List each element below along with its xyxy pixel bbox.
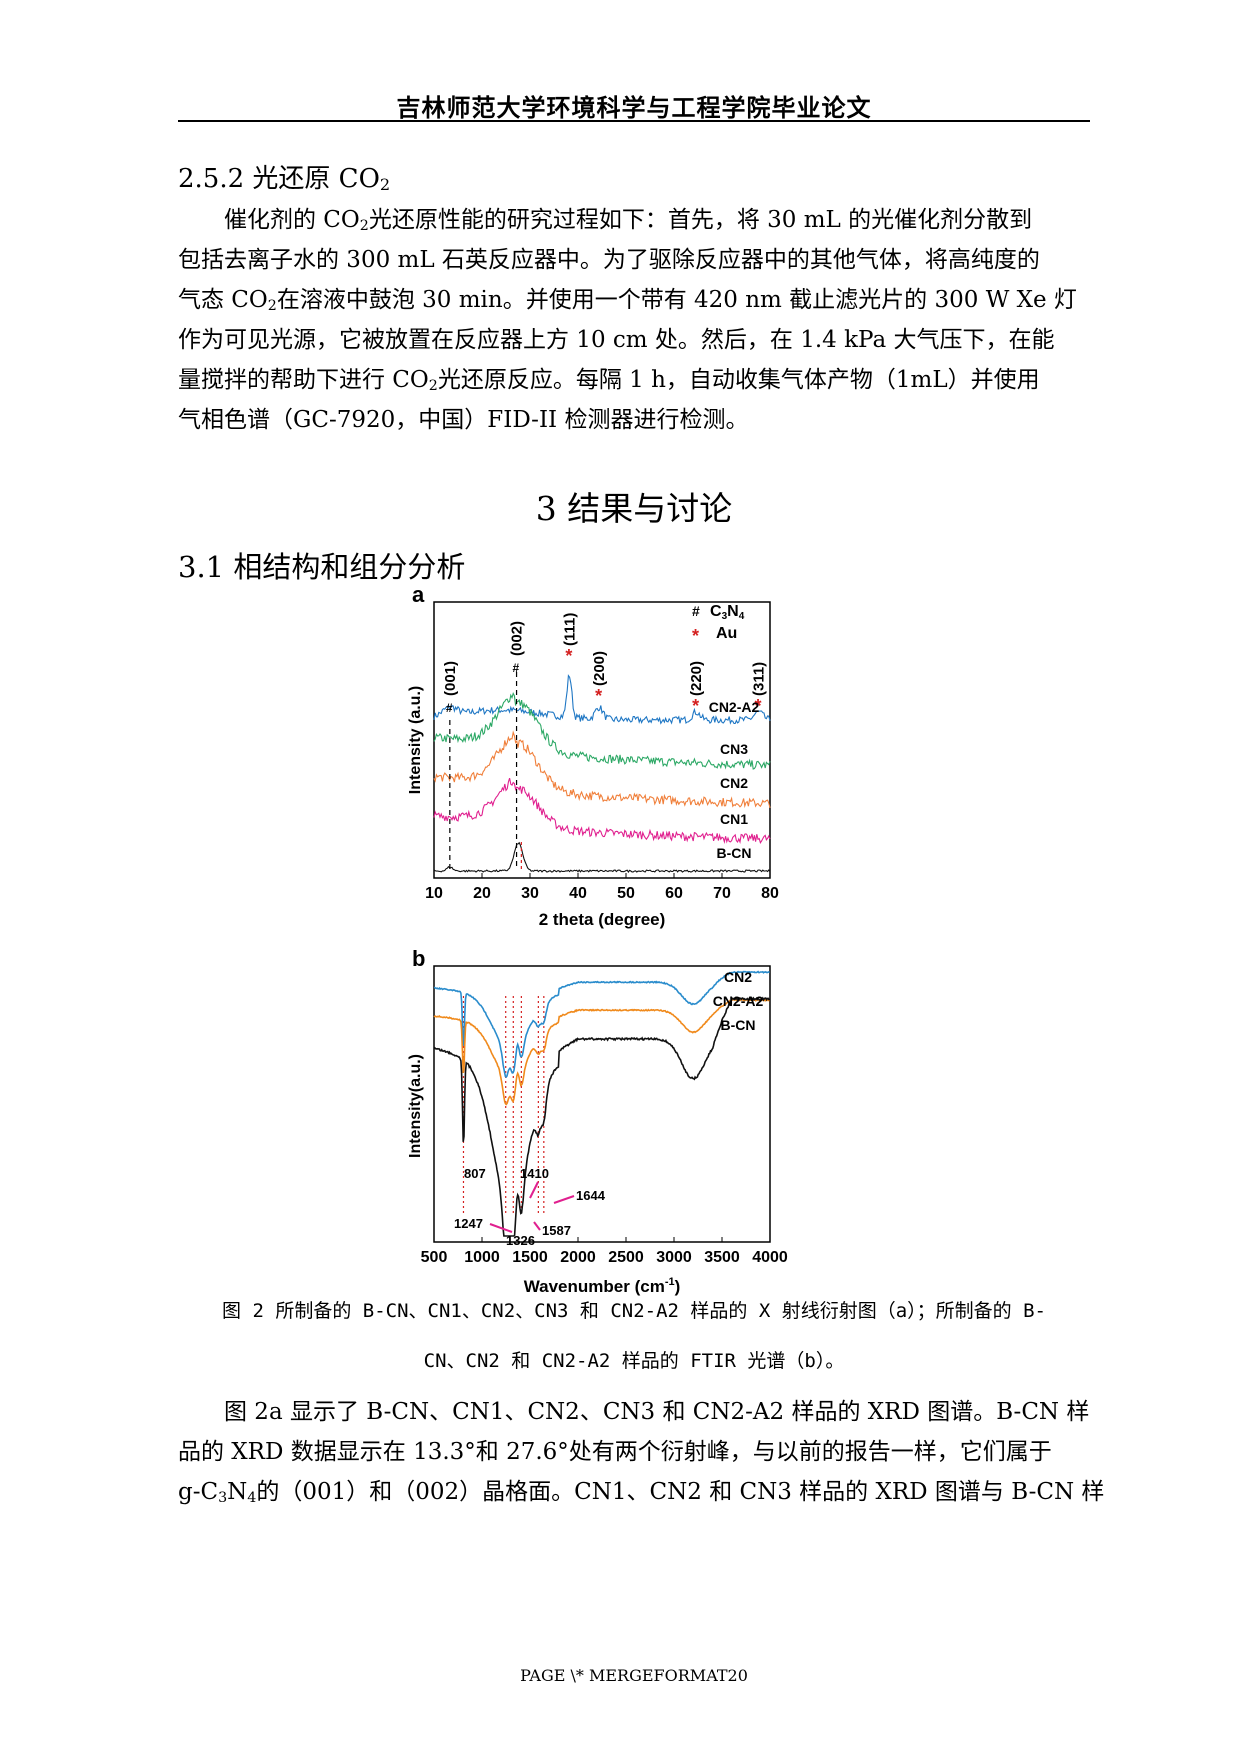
page-footer: PAGE \* MERGEFORMAT20 bbox=[520, 1666, 748, 1685]
xrd-tick-label: 50 bbox=[617, 885, 635, 902]
xrd-series-label: CN1 bbox=[720, 811, 748, 827]
paragraph-line: 催化剂的 CO2光还原性能的研究过程如下：首先，将 30 mL 的光催化剂分散到 bbox=[178, 207, 1033, 234]
peak-marker: * bbox=[595, 686, 602, 706]
section-heading-2-5-2: 2.5.2 光还原 CO2 bbox=[178, 164, 391, 195]
xrd-series-labels: CN2-A2 CN3 CN2 CN1 B-CN bbox=[709, 699, 760, 861]
ftir-y-axis-label: Intensity(a.u.) bbox=[407, 1054, 424, 1158]
paragraph-line: 图 2a 显示了 B-CN、CN1、CN2、CN3 和 CN2-A2 样品的 X… bbox=[178, 1399, 1090, 1425]
ftir-series-lines bbox=[433, 970, 771, 1237]
page-header: 吉林师范大学环境科学与工程学院毕业论文 bbox=[396, 94, 872, 122]
peak-marker: * bbox=[692, 696, 699, 716]
xrd-plot-frame bbox=[433, 601, 771, 879]
peak-marker: # bbox=[513, 661, 520, 675]
ftir-tick-label: 2500 bbox=[608, 1249, 644, 1266]
xrd-series-label: CN2 bbox=[720, 775, 748, 791]
ftir-plot-frame bbox=[433, 965, 771, 1243]
section-heading-3-1: 3.1 相结构和组分分析 bbox=[178, 550, 466, 584]
paragraph-line: 作为可见光源，它被放置在反应器上方 10 cm 处。然后，在 1.4 kPa 大… bbox=[178, 327, 1055, 353]
xrd-tick-label: 40 bbox=[569, 885, 587, 902]
ftir-peak-label: 1644 bbox=[576, 1188, 606, 1203]
ftir-peak-label: 1410 bbox=[520, 1166, 549, 1181]
xrd-tick-label: 30 bbox=[521, 885, 539, 902]
xrd-series-label: CN2-A2 bbox=[709, 699, 760, 715]
figure-xrd-ftir: a 10 20 30 40 50 60 70 80 Intensity (a.u.) 2 th… bbox=[407, 582, 788, 1296]
xrd-panel: a 10 20 30 40 50 60 70 80 Intensity (a.u.) 2 th… bbox=[407, 582, 779, 929]
xrd-peak-label: (111) bbox=[561, 613, 578, 646]
ftir-tick-label: 4000 bbox=[752, 1249, 788, 1266]
ftir-peak-label: 1326 bbox=[506, 1233, 535, 1248]
xrd-legend: # C3N4 * Au bbox=[692, 603, 745, 646]
ftir-line-cn2 bbox=[433, 970, 771, 1079]
ftir-tick-label: 1500 bbox=[512, 1249, 548, 1266]
xrd-line-cn2 bbox=[433, 730, 771, 809]
ftir-arrow bbox=[553, 1195, 575, 1204]
panel-b-label: b bbox=[412, 946, 425, 971]
xrd-tick-label: 10 bbox=[425, 885, 443, 902]
ftir-tick-label: 500 bbox=[421, 1249, 448, 1266]
xrd-peak-label: (002) bbox=[509, 621, 526, 656]
header-rule bbox=[178, 120, 1090, 122]
paragraph-line: 气态 CO2在溶液中鼓泡 30 min。并使用一个带有 420 nm 截止滤光片… bbox=[178, 287, 1077, 314]
xrd-tick-label: 80 bbox=[761, 885, 779, 902]
ftir-series-label: CN2-A2 bbox=[713, 993, 764, 1009]
ftir-series-label: B-CN bbox=[721, 1017, 756, 1033]
xrd-tick-label: 20 bbox=[473, 885, 491, 902]
xrd-series-label: CN3 bbox=[720, 741, 748, 757]
ftir-x-ticks: 500 1000 1500 2000 2500 3000 3500 4000 bbox=[421, 1237, 788, 1266]
xrd-x-axis-label: 2 theta (degree) bbox=[539, 910, 666, 929]
ftir-arrow bbox=[489, 1223, 513, 1233]
xrd-peak-label: (200) bbox=[591, 651, 608, 686]
xrd-tick-label: 60 bbox=[665, 885, 683, 902]
legend-star-symbol: * bbox=[692, 626, 699, 646]
ftir-tick-label: 2000 bbox=[560, 1249, 596, 1266]
ftir-peak-label: 1247 bbox=[454, 1216, 483, 1231]
paragraph-line: 品的 XRD 数据显示在 13.3°和 27.6°处有两个衍射峰，与以前的报告一… bbox=[178, 1439, 1052, 1465]
ftir-series-label: CN2 bbox=[724, 969, 752, 985]
paragraph-line: 包括去离子水的 300 mL 石英反应器中。为了驱除反应器中的其他气体，将高纯度… bbox=[178, 247, 1040, 273]
panel-a-label: a bbox=[412, 582, 425, 607]
legend-au-label: Au bbox=[716, 625, 737, 642]
xrd-line-cn3 bbox=[433, 692, 771, 770]
ftir-tick-label: 3500 bbox=[704, 1249, 740, 1266]
peak-marker: # bbox=[446, 701, 453, 715]
peak-marker: * bbox=[754, 696, 761, 716]
legend-hash-symbol: # bbox=[692, 603, 700, 619]
ftir-x-axis-label: Wavenumber (cm-1) bbox=[524, 1276, 681, 1296]
peak-marker: * bbox=[565, 646, 572, 666]
xrd-series-label: B-CN bbox=[717, 845, 752, 861]
figure-caption-line2: CN、CN2 和 CN2-A2 样品的 FTIR 光谱（b）。 bbox=[423, 1350, 845, 1372]
ftir-line-cn2-a2 bbox=[433, 998, 770, 1106]
xrd-peak-label: (001) bbox=[442, 661, 459, 696]
xrd-x-ticks: 10 20 30 40 50 60 70 80 bbox=[425, 873, 779, 902]
paragraph-line: g-C3N4的（001）和（002）晶格面。CN1、CN2 和 CN3 样品的 … bbox=[178, 1479, 1105, 1506]
xrd-peak-label: (311) bbox=[750, 662, 767, 696]
paragraph-line: 气相色谱（GC-7920，中国）FID-II 检测器进行检测。 bbox=[178, 407, 749, 433]
ftir-series-labels: CN2 CN2-A2 B-CN bbox=[713, 969, 764, 1033]
chapter-heading: 3 结果与讨论 bbox=[535, 489, 733, 528]
ftir-line-b-cn bbox=[433, 996, 770, 1237]
ftir-peak-label: 807 bbox=[464, 1166, 486, 1181]
xrd-peak-labels: #(001) #(002) *(111)*(200)*(220)*(311) bbox=[442, 613, 768, 716]
ftir-peak-label: 1587 bbox=[542, 1223, 571, 1238]
legend-c3n4-label: C3N4 bbox=[710, 603, 745, 622]
xrd-line-cn1 bbox=[433, 777, 771, 845]
ftir-tick-label: 1000 bbox=[464, 1249, 500, 1266]
xrd-line-b-cn bbox=[433, 841, 771, 873]
ftir-arrow bbox=[533, 1221, 541, 1231]
xrd-y-axis-label: Intensity (a.u.) bbox=[407, 686, 424, 794]
xrd-series-lines bbox=[433, 674, 771, 873]
ftir-peak-labels: 807 1410 1644 1247 1326 1587 bbox=[454, 1166, 606, 1248]
xrd-reference-lines bbox=[449, 672, 522, 872]
xrd-line-cn2-a2 bbox=[433, 674, 771, 725]
figure-caption-line1: 图 2 所制备的 B-CN、CN1、CN2、CN3 和 CN2-A2 样品的 X… bbox=[222, 1300, 1046, 1322]
paragraph-line: 量搅拌的帮助下进行 CO2光还原反应。每隔 1 h，自动收集气体产物（1mL）并… bbox=[178, 367, 1040, 394]
ftir-panel: b 500 1000 1500 2000 2500 3000 3500 4000 Intens… bbox=[407, 946, 788, 1296]
ftir-arrow bbox=[529, 1181, 539, 1199]
ftir-tick-label: 3000 bbox=[656, 1249, 692, 1266]
xrd-tick-label: 70 bbox=[713, 885, 731, 902]
xrd-peak-label: (220) bbox=[688, 661, 705, 696]
